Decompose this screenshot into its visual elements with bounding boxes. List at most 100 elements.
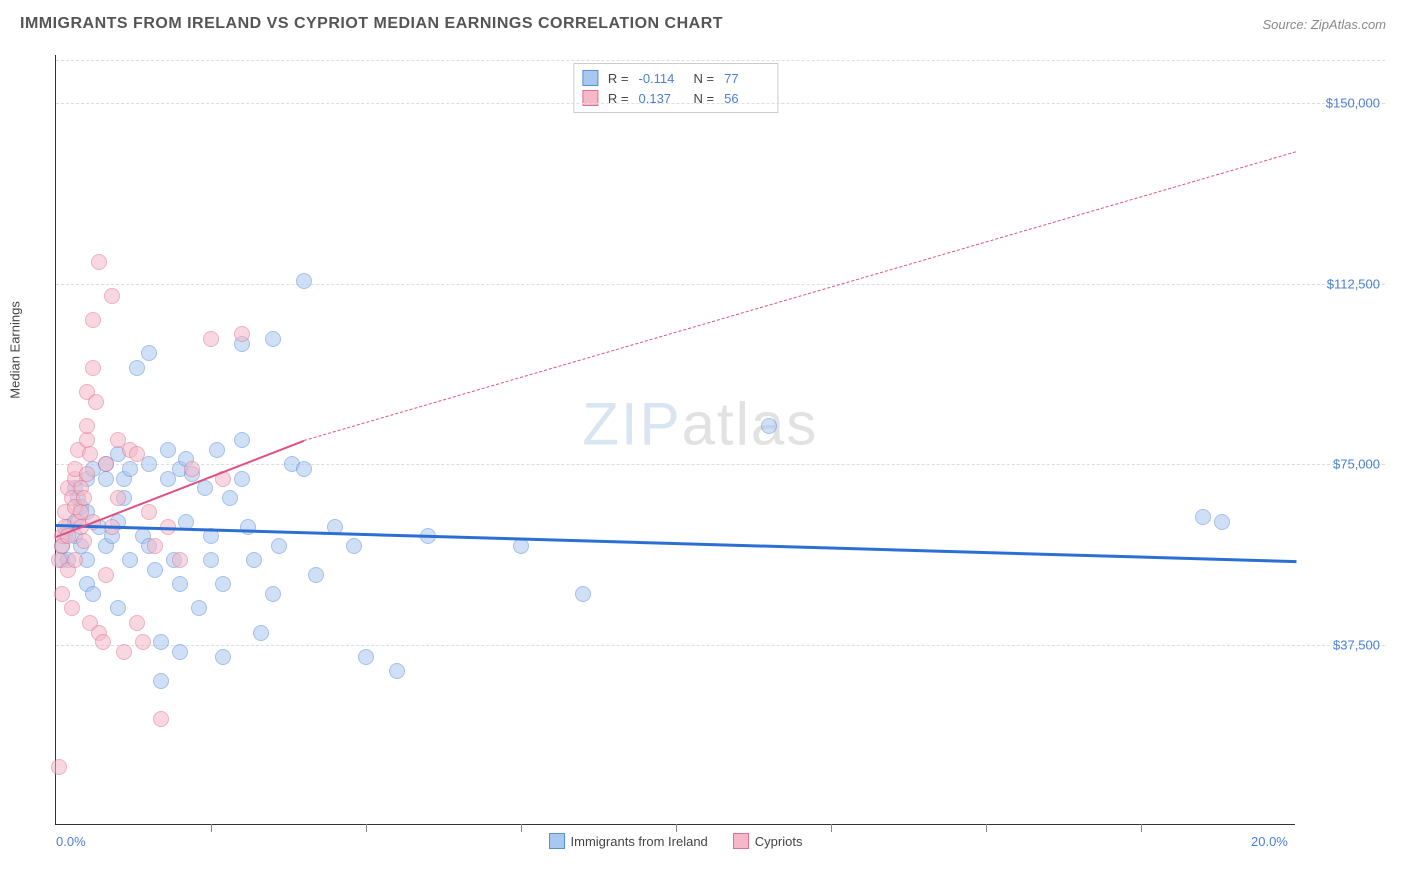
data-point: [296, 461, 312, 477]
data-point: [197, 480, 213, 496]
data-point: [85, 312, 101, 328]
data-point: [122, 552, 138, 568]
chart-header: IMMIGRANTS FROM IRELAND VS CYPRIOT MEDIA…: [20, 15, 1386, 33]
data-point: [85, 360, 101, 376]
legend-swatch: [733, 833, 749, 849]
data-point: [215, 576, 231, 592]
data-point: [358, 649, 374, 665]
data-point: [76, 490, 92, 506]
series-legend: Immigrants from Ireland Cypriots: [549, 833, 803, 849]
data-point: [79, 466, 95, 482]
legend-label: Immigrants from Ireland: [571, 834, 708, 849]
data-point: [104, 288, 120, 304]
data-point: [153, 711, 169, 727]
data-point: [147, 538, 163, 554]
data-point: [172, 576, 188, 592]
data-point: [172, 552, 188, 568]
data-point: [346, 538, 362, 554]
data-point: [98, 567, 114, 583]
data-point: [234, 432, 250, 448]
data-point: [85, 586, 101, 602]
gridline: [56, 645, 1385, 646]
y-tick-label: $150,000: [1326, 96, 1380, 111]
data-point: [1195, 509, 1211, 525]
legend-item: Cypriots: [733, 833, 803, 849]
stats-row: R = 0.137N = 56: [582, 88, 769, 108]
data-point: [1214, 514, 1230, 530]
x-tick: [986, 824, 987, 832]
watermark: ZIPatlas: [582, 390, 818, 459]
data-point: [129, 615, 145, 631]
data-point: [253, 625, 269, 641]
legend-item: Immigrants from Ireland: [549, 833, 708, 849]
data-point: [265, 331, 281, 347]
data-point: [147, 562, 163, 578]
y-tick-label: $75,000: [1333, 457, 1380, 472]
data-point: [160, 442, 176, 458]
data-point: [64, 600, 80, 616]
legend-swatch: [549, 833, 565, 849]
x-tick: [366, 824, 367, 832]
data-point: [234, 471, 250, 487]
watermark-bold: ZIP: [582, 391, 681, 458]
data-point: [82, 446, 98, 462]
y-tick-label: $112,500: [1327, 276, 1380, 291]
chart-area: Median Earnings ZIPatlas R = -0.114N = 7…: [55, 50, 1385, 830]
stats-n-value: 77: [724, 71, 769, 86]
data-point: [54, 586, 70, 602]
x-tick: [1141, 824, 1142, 832]
stats-n-label: N =: [694, 71, 715, 86]
chart-source: Source: ZipAtlas.com: [1262, 17, 1386, 32]
data-point: [222, 490, 238, 506]
data-point: [296, 273, 312, 289]
data-point: [141, 345, 157, 361]
data-point: [203, 552, 219, 568]
data-point: [246, 552, 262, 568]
data-point: [191, 600, 207, 616]
x-tick: [831, 824, 832, 832]
data-point: [129, 360, 145, 376]
data-point: [308, 567, 324, 583]
data-point: [98, 456, 114, 472]
data-point: [215, 649, 231, 665]
gridline: [56, 464, 1385, 465]
stats-r-label: R =: [608, 71, 629, 86]
data-point: [271, 538, 287, 554]
x-tick: [676, 824, 677, 832]
legend-label: Cypriots: [755, 834, 803, 849]
data-point: [172, 644, 188, 660]
trend-line: [56, 524, 1296, 563]
gridline: [56, 284, 1385, 285]
data-point: [91, 254, 107, 270]
data-point: [98, 471, 114, 487]
data-point: [122, 461, 138, 477]
chart-title: IMMIGRANTS FROM IRELAND VS CYPRIOT MEDIA…: [20, 15, 723, 33]
x-tick-label: 0.0%: [56, 834, 86, 849]
x-tick: [521, 824, 522, 832]
data-point: [129, 446, 145, 462]
x-tick-label: 20.0%: [1251, 834, 1288, 849]
correlation-stats-legend: R = -0.114 N = 77 R = 0.137N = 56: [573, 63, 778, 113]
data-point: [67, 552, 83, 568]
data-point: [51, 759, 67, 775]
data-point: [110, 600, 126, 616]
x-tick: [211, 824, 212, 832]
data-point: [389, 663, 405, 679]
data-point: [203, 331, 219, 347]
gridline: [56, 103, 1385, 104]
stats-r-value: -0.114: [639, 71, 684, 86]
data-point: [76, 533, 92, 549]
legend-swatch: [582, 70, 598, 86]
data-point: [116, 644, 132, 660]
gridline: [56, 60, 1385, 61]
data-point: [265, 586, 281, 602]
data-point: [88, 394, 104, 410]
data-point: [110, 490, 126, 506]
plot-region: ZIPatlas R = -0.114 N = 77 R = 0.137N = 56…: [55, 55, 1295, 825]
data-point: [209, 442, 225, 458]
data-point: [575, 586, 591, 602]
data-point: [761, 418, 777, 434]
data-point: [135, 634, 151, 650]
data-point: [79, 418, 95, 434]
data-point: [153, 673, 169, 689]
